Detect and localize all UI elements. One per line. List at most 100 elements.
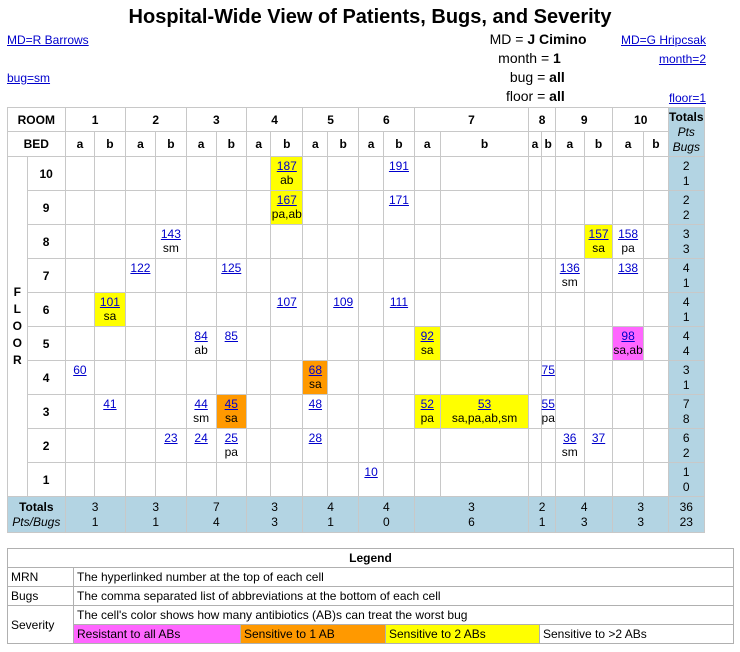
bed-cell[interactable]: 84 ab [185,326,217,361]
mrn-link[interactable]: 36 [563,431,577,445]
bed-cell[interactable]: 41 [94,394,126,429]
mrn-link[interactable]: 41 [103,397,117,411]
mrn-link[interactable]: 75 [541,363,555,377]
mrn-link[interactable]: 109 [333,295,354,309]
bed-cell [246,292,272,327]
bed-cell[interactable]: 55 pa [540,394,556,429]
bed-cell[interactable]: 45 sa [215,394,248,429]
bed-cell[interactable]: 52 pa [413,394,441,429]
mrn-link[interactable]: 68 [308,363,323,377]
bed-cell [246,428,272,463]
mrn-link[interactable]: 28 [308,431,323,445]
bed-cell[interactable]: 68 sa [302,360,329,395]
bed-header-8b: b [540,131,556,157]
mrn-link[interactable]: 157 [588,227,609,241]
bed-cell[interactable]: 10 [357,462,385,497]
bed-cell [327,190,359,225]
mrn-link[interactable]: 138 [618,261,639,275]
bed-cell [155,258,187,293]
mrn-link[interactable]: 55 [541,397,555,411]
mrn-link[interactable]: 122 [130,261,151,275]
bed-cell[interactable]: 24 [185,428,217,463]
bed-header-5b: b [327,131,359,157]
room-header-10: 10 [612,107,670,132]
mrn-link[interactable]: 53 [477,397,492,411]
bed-cell[interactable]: 136 sm [554,258,585,293]
floor-total-pts: 6 [682,430,690,445]
mrn-link[interactable]: 45 [224,397,238,411]
bed-cell[interactable]: 107 [270,292,304,327]
bed-cell[interactable]: 53 sa,pa,ab,sm [439,394,530,429]
bed-cell [185,224,217,259]
mrn-link[interactable]: 92 [420,329,434,343]
bed-cell [64,462,96,497]
mrn-link[interactable]: 125 [221,261,242,275]
bed-cell[interactable]: 85 [215,326,248,361]
mrn-link[interactable]: 111 [389,295,409,309]
bed-cell[interactable]: 187 ab [270,156,304,191]
bed-cell[interactable]: 157 sa [583,224,614,259]
mrn-link[interactable]: 101 [99,295,120,309]
floor-next-link[interactable]: floor=1 [668,91,706,105]
bed-cell[interactable]: 122 [124,258,157,293]
month-filter-label: month = [498,50,550,66]
legend-sev-one: Sensitive to 1 AB [240,624,386,644]
month-next-link[interactable]: month=2 [658,52,706,66]
bed-cell[interactable]: 138 [612,258,644,293]
bed-cell[interactable]: 36 sm [554,428,585,463]
mrn-link[interactable]: 52 [420,397,434,411]
mrn-link[interactable]: 191 [388,159,409,173]
bug-prev-link[interactable]: bug=sm [7,71,51,85]
mrn-link[interactable]: 24 [194,431,208,445]
mrn-link[interactable]: 23 [164,431,178,445]
bed-cell[interactable]: 44 sm [185,394,217,429]
md-next-link[interactable]: MD=G Hripcsak [620,33,706,47]
md-prev-link[interactable]: MD=R Barrows [7,33,89,47]
mrn-link[interactable]: 44 [194,397,208,411]
mrn-link[interactable]: 48 [308,397,323,411]
mrn-link[interactable]: 84 [194,329,208,343]
bed-cell[interactable]: 143 sm [155,224,187,259]
mrn-link[interactable]: 85 [224,329,238,343]
bed-cell[interactable]: 101 sa [94,292,126,327]
bed-cell[interactable]: 75 [540,360,556,395]
bug-abbreviations: ab [194,343,208,357]
mrn-link[interactable]: 136 [559,261,580,275]
mrn-link[interactable]: 10 [364,465,378,479]
bed-cell[interactable]: 28 [302,428,329,463]
bed-cell[interactable]: 60 [64,360,96,395]
bed-cell[interactable]: 48 [302,394,329,429]
bed-cell[interactable]: 25 pa [215,428,248,463]
bed-cell[interactable]: 167 pa,ab [270,190,304,225]
mrn-link[interactable]: 37 [591,431,606,445]
bed-cell[interactable]: 158 pa [612,224,644,259]
room-total-pts: 3 [91,499,99,514]
bed-cell[interactable]: 109 [327,292,359,327]
mrn-link[interactable]: 25 [224,431,238,445]
bed-header-4a: a [246,131,272,157]
mrn-link[interactable]: 171 [388,193,409,207]
mrn-link[interactable]: 107 [276,295,297,309]
bed-cell[interactable]: 191 [383,156,415,191]
bed-cell[interactable]: 171 [383,190,415,225]
mrn-link[interactable]: 158 [618,227,639,241]
bed-cell[interactable]: 111 [383,292,415,327]
floor-total-bugs: 2 [682,445,690,460]
mrn-link[interactable]: 143 [160,227,181,241]
bed-cell[interactable]: 23 [155,428,187,463]
bed-cell[interactable]: 37 [583,428,614,463]
mrn-link[interactable]: 187 [276,159,297,173]
mrn-link[interactable]: 60 [73,363,87,377]
mrn-link[interactable]: 167 [276,193,297,207]
legend-severity-desc: The cell's color shows how many antibiot… [73,605,734,625]
bed-cell[interactable]: 125 [215,258,248,293]
bed-cell[interactable]: 98 sa,ab [612,326,644,361]
mrn-link[interactable]: 98 [621,329,635,343]
bed-cell [155,190,187,225]
floor-row: 8 143 sm 157 sa 158 pa 3 3 [8,224,740,259]
bed-cell[interactable]: 92 sa [413,326,441,361]
